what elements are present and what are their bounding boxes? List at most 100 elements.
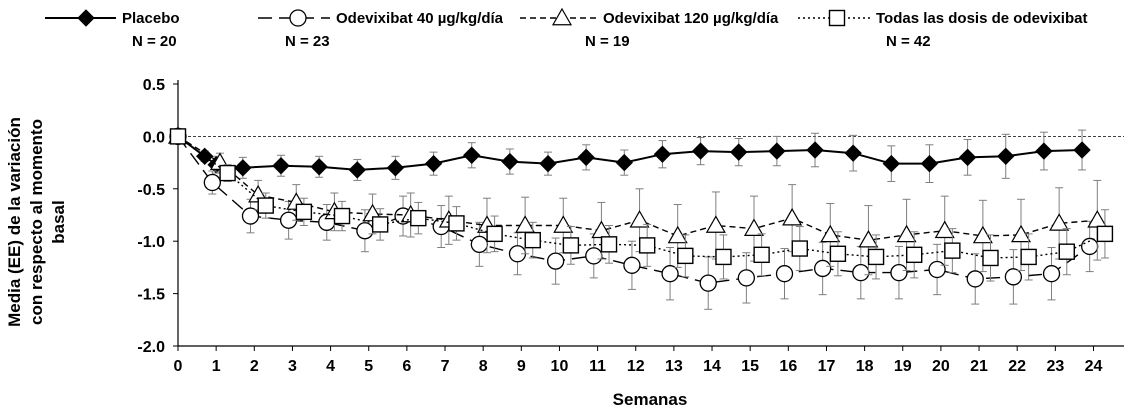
data-point [615, 153, 634, 172]
data-point [600, 236, 618, 253]
x-tick-label: 18 [856, 358, 874, 375]
data-point [715, 248, 732, 266]
data-point [257, 197, 274, 214]
data-point [920, 154, 939, 173]
data-point [1087, 210, 1108, 228]
x-tick-label: 0 [174, 358, 183, 375]
data-point [782, 207, 803, 226]
legend-label: Placebo [122, 10, 180, 27]
data-point [820, 224, 841, 243]
data-point [410, 209, 427, 227]
data-point [814, 259, 832, 278]
data-point [737, 269, 756, 287]
data-point [234, 159, 252, 177]
y-axis-title-line-3: basal [49, 200, 68, 243]
legend-marker [828, 9, 846, 27]
data-point [386, 159, 405, 177]
data-point [501, 152, 519, 171]
data-point [169, 128, 187, 145]
data-point [203, 173, 221, 192]
data-point [661, 265, 679, 283]
data-point [982, 249, 999, 267]
data-point [753, 246, 770, 264]
data-point [730, 143, 748, 161]
data-point [539, 154, 557, 173]
data-point [1096, 225, 1114, 243]
data-point [623, 256, 641, 274]
data-point [829, 245, 847, 262]
legend-label: Todas las dosis de odevixibat [876, 10, 1087, 27]
data-point [546, 252, 565, 270]
legend-n-label: N = 20 [132, 33, 177, 50]
y-tick-label: -0.5 [137, 182, 165, 199]
data-point [295, 203, 313, 221]
data-point [806, 141, 824, 159]
x-tick-label: 13 [665, 358, 683, 375]
legend-n-label: N = 23 [285, 33, 330, 50]
legend-label: Odevixibat 40 µg/kg/día [336, 10, 504, 27]
data-point [906, 246, 923, 264]
y-axis-title-line-1: Media (EE) de la variación [5, 117, 24, 327]
data-point [348, 161, 366, 179]
data-point [896, 224, 917, 243]
x-tick-label: 4 [326, 358, 335, 375]
y-axis-title: Media (EE) de la variación con respecto … [5, 117, 68, 327]
data-point [1020, 248, 1037, 266]
data-point [448, 215, 465, 232]
data-point [219, 164, 236, 182]
x-tick-label: 8 [479, 358, 488, 375]
data-point [195, 147, 214, 166]
legend-n-label: N = 19 [585, 33, 630, 50]
x-tick-label: 14 [703, 358, 721, 375]
data-point [310, 158, 328, 176]
x-tick-label: 1 [212, 358, 221, 375]
x-tick-label: 9 [517, 358, 526, 375]
data-point [997, 147, 1015, 166]
data-point [705, 215, 726, 233]
data-point [272, 157, 290, 175]
x-tick-label: 11 [589, 358, 606, 375]
plot-area: 0.50.0-0.5-1.0-1.5-2.00 1 2 3 4 5 6 7 8 9 10 11 12 13… [137, 77, 1124, 375]
x-tick-label: 19 [894, 358, 912, 375]
data-point [1058, 243, 1075, 260]
data-point [791, 240, 808, 257]
legend-marker [77, 9, 95, 27]
x-tick-label: 3 [288, 358, 297, 375]
data-point [677, 247, 694, 265]
data-point [515, 215, 536, 233]
data-point [653, 145, 672, 163]
data-point [890, 263, 908, 282]
data-point [486, 225, 503, 243]
x-tick-label: 20 [932, 358, 950, 375]
y-axis-title-line-2: con respecto al momento [27, 119, 46, 325]
data-point [241, 207, 260, 225]
data-point [553, 215, 574, 233]
y-tick-label: 0.0 [143, 129, 165, 146]
data-point [1035, 142, 1053, 160]
legend-item-4: Todas las dosis de odevixibat N = 42 [798, 9, 1087, 50]
data-point [844, 144, 862, 162]
data-point [1073, 141, 1091, 159]
data-point [858, 229, 879, 248]
x-tick-label: 21 [970, 358, 988, 375]
x-tick-label: 7 [441, 358, 450, 375]
data-point [852, 263, 870, 282]
x-axis-title: Semanas [613, 390, 688, 409]
x-tick-label: 6 [402, 358, 411, 375]
data-point [928, 260, 946, 279]
x-tick-label: 16 [779, 358, 797, 375]
legend: Placebo N = 20 Odevixibat 40 µg/kg/día N = … [45, 7, 1087, 50]
data-point [424, 154, 443, 173]
legend-item-2: Odevixibat 40 µg/kg/día N = 23 [258, 9, 504, 50]
series-4 [169, 128, 1114, 282]
data-point [1049, 213, 1070, 231]
data-point [371, 216, 389, 233]
x-tick-label: 22 [1008, 358, 1026, 375]
y-tick-label: 0.5 [143, 77, 165, 94]
data-point [743, 218, 765, 236]
legend-marker [289, 9, 307, 27]
data-point [356, 222, 374, 240]
data-point [691, 142, 710, 160]
x-tick-label: 2 [250, 358, 259, 375]
